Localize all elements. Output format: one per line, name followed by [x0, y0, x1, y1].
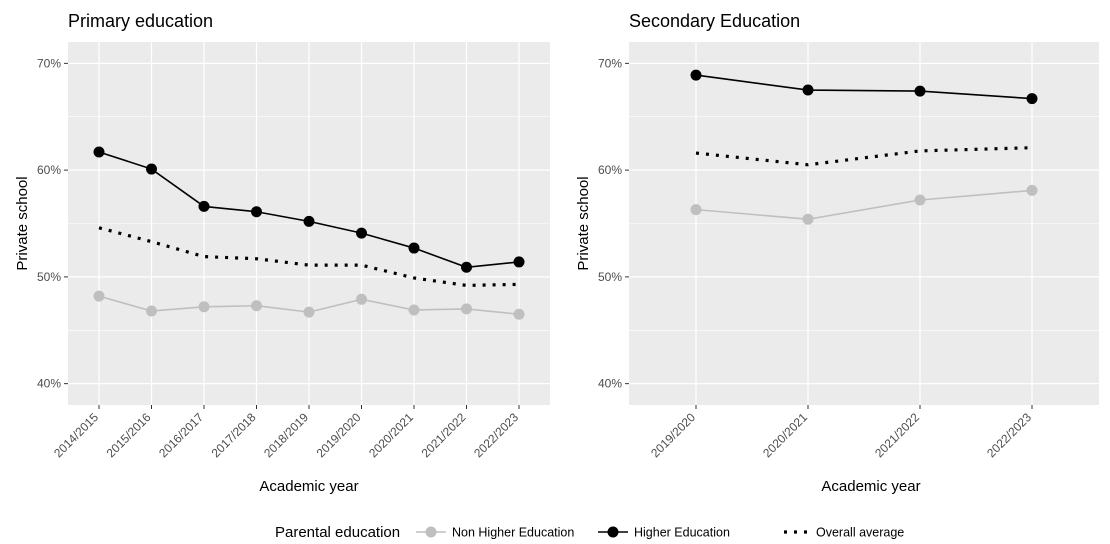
x-tick-label: 2018/2019: [261, 410, 311, 460]
x-tick-label: 2019/2020: [648, 410, 698, 460]
x-tick-label: 2021/2022: [872, 410, 922, 460]
x-axis-title: Academic year: [821, 478, 920, 495]
y-tick-label: 40%: [598, 377, 622, 391]
x-tick-label: 2019/2020: [314, 410, 364, 460]
x-axis-title: Academic year: [259, 478, 358, 495]
series-line-non-higher-education: [695, 189, 1033, 221]
y-tick-label: 60%: [598, 163, 622, 177]
point-non-higher-education: [93, 290, 105, 302]
y-tick-label: 40%: [37, 377, 61, 391]
point-higher-education: [1026, 93, 1038, 105]
point-higher-education: [802, 84, 814, 96]
x-tick-label: 2022/2023: [471, 410, 521, 460]
series-line-overall-average: [695, 146, 1033, 167]
y-axis-title: Private school: [14, 176, 31, 270]
legend-label-higher-education: Higher Education: [634, 526, 730, 540]
legend-label-overall-average: Overall average: [816, 526, 904, 540]
chart-title: Primary education: [68, 11, 213, 31]
point-higher-education: [251, 206, 262, 218]
panel-1: 40%50%60%70%2014/2015 2015/2016 2016/2017 2…: [14, 11, 550, 495]
point-non-higher-education: [690, 204, 702, 216]
point-higher-education: [356, 227, 367, 239]
point-higher-education: [461, 261, 472, 273]
point-non-higher-education: [408, 304, 420, 316]
point-non-higher-education: [303, 306, 315, 318]
x-tick-label: 2016/2017: [156, 410, 206, 460]
legend-title: Parental education: [275, 524, 400, 541]
point-higher-education: [690, 69, 702, 81]
point-higher-education: [303, 215, 315, 227]
x-tick-label: 2017/2018: [209, 410, 259, 460]
point-non-higher-education: [146, 305, 157, 317]
y-axis-title: Private school: [575, 176, 592, 270]
point-non-higher-education: [461, 303, 472, 315]
legend: Parental education Non Higher Education Hi…: [275, 524, 904, 541]
legend-label-non-higher-education: Non Higher Education: [452, 526, 574, 540]
series-line-higher-education: [695, 74, 1033, 100]
point-higher-education: [408, 242, 420, 254]
point-higher-education: [146, 163, 157, 175]
point-higher-education: [198, 200, 210, 212]
x-tick-label: 2022/2023: [984, 410, 1034, 460]
x-tick-label: 2021/2022: [419, 410, 469, 460]
legend-key-point-non-higher-education: [425, 526, 437, 538]
point-non-higher-education: [356, 293, 367, 305]
legend-key-point-higher-education: [607, 526, 619, 538]
point-higher-education: [914, 85, 926, 97]
point-higher-education: [513, 256, 525, 268]
point-non-higher-education: [914, 194, 926, 206]
y-tick-label: 50%: [598, 270, 622, 284]
x-tick-label: 2020/2021: [366, 410, 416, 460]
point-non-higher-education: [1026, 184, 1038, 196]
y-tick-label: 60%: [37, 163, 61, 177]
panel-2: 40% 50% 60% 70% 2019/2020 2020/2021 2021/2022 2…: [575, 11, 1099, 495]
y-tick-label: 70%: [37, 56, 61, 70]
series-line-overall-average: [98, 226, 520, 288]
point-non-higher-education: [513, 308, 525, 320]
x-tick-label: 2015/2016: [104, 410, 154, 460]
x-tick-label: 2020/2021: [760, 410, 810, 460]
y-tick-label: 50%: [37, 270, 61, 284]
x-tick-label: 2014/2015: [51, 410, 101, 460]
point-higher-education: [93, 146, 105, 158]
point-non-higher-education: [198, 301, 210, 313]
y-tick-label: 70%: [598, 56, 622, 70]
point-non-higher-education: [251, 300, 262, 312]
point-non-higher-education: [802, 213, 814, 225]
chart-title: Secondary Education: [629, 11, 800, 31]
